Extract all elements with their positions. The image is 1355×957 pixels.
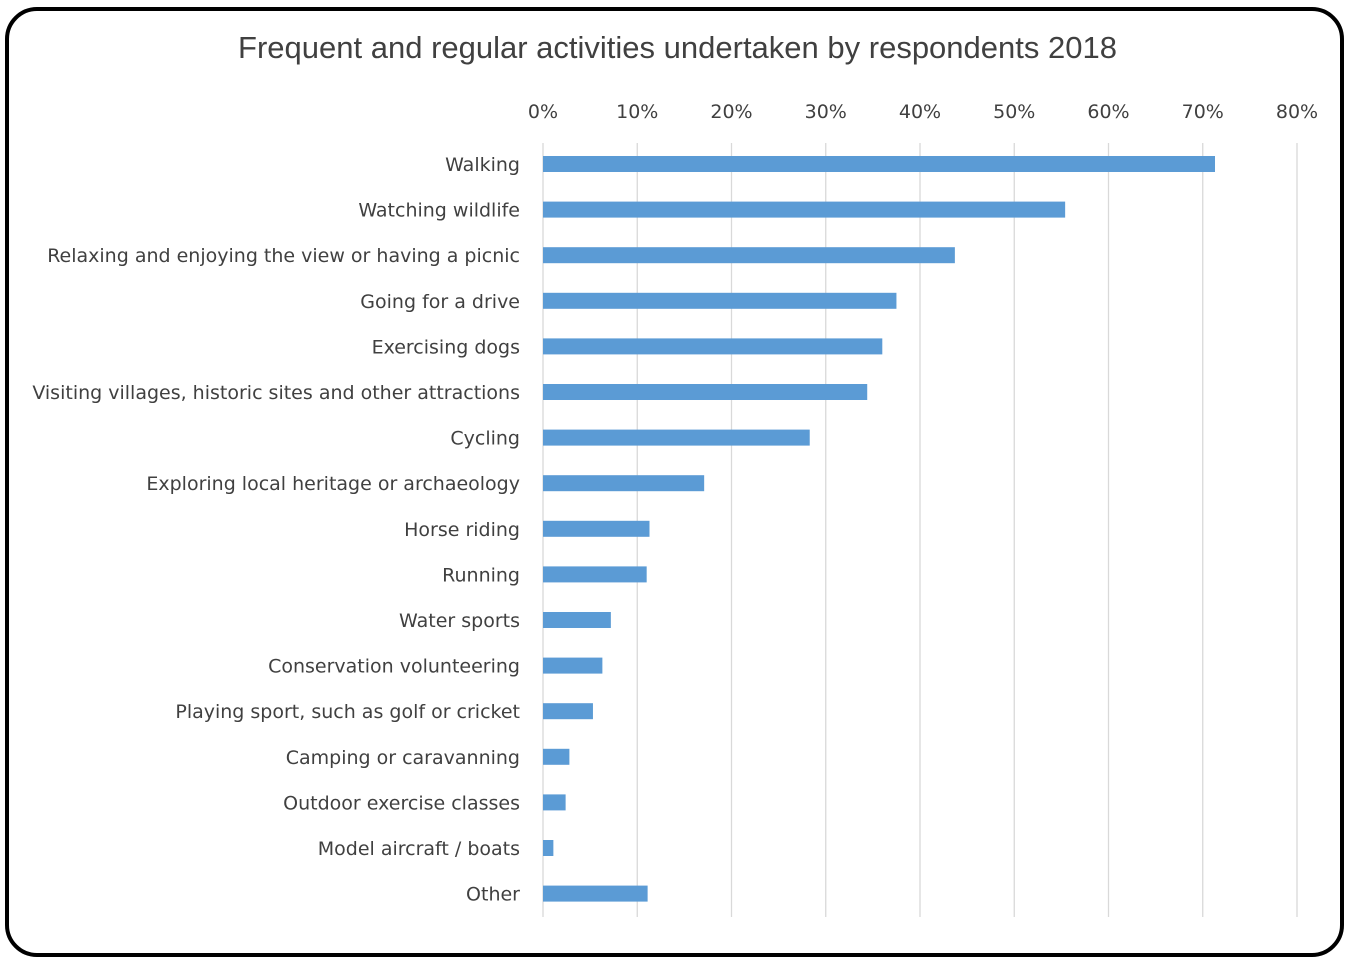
bar	[543, 612, 611, 628]
bar	[543, 292, 897, 309]
category-label: Exploring local heritage or archaeology	[146, 473, 520, 495]
category-label: Water sports	[399, 610, 520, 632]
category-label: Camping or caravanning	[286, 747, 520, 769]
x-tick-label: 70%	[1182, 101, 1224, 123]
bar	[543, 338, 883, 355]
bar	[543, 794, 566, 811]
bar	[543, 247, 955, 264]
bar	[543, 156, 1216, 172]
x-tick-label: 20%	[710, 101, 752, 123]
category-label: Walking	[445, 154, 520, 176]
category-label: Conservation volunteering	[268, 656, 520, 678]
x-tick-label: 60%	[1087, 101, 1129, 123]
category-label: Playing sport, such as golf or cricket	[175, 701, 520, 723]
bar	[543, 885, 648, 902]
category-label: Visiting villages, historic sites and ot…	[32, 382, 520, 404]
bar	[543, 520, 650, 537]
x-tick-label: 30%	[805, 101, 847, 123]
category-label: Exercising dogs	[372, 336, 520, 358]
category-label: Outdoor exercise classes	[283, 792, 520, 814]
bar	[543, 748, 570, 765]
category-label: Going for a drive	[360, 291, 520, 313]
x-tick-label: 50%	[993, 101, 1035, 123]
bar	[543, 384, 868, 400]
bar	[543, 840, 554, 856]
category-label: Horse riding	[404, 519, 520, 541]
category-label: Running	[442, 564, 520, 586]
bar	[543, 657, 603, 674]
x-tick-label: 40%	[899, 101, 941, 123]
x-tick-label: 0%	[528, 101, 558, 123]
category-label: Cycling	[450, 428, 520, 450]
category-label: Model aircraft / boats	[318, 838, 520, 860]
x-tick-label: 10%	[616, 101, 658, 123]
category-label: Watching wildlife	[358, 200, 520, 222]
bar	[543, 475, 705, 492]
x-tick-label: 80%	[1276, 101, 1318, 123]
bar	[543, 429, 810, 446]
bar	[543, 566, 647, 583]
category-label: Other	[466, 884, 520, 906]
bar	[543, 201, 1066, 218]
chart-title: Frequent and regular activities undertak…	[238, 30, 1117, 65]
bar	[543, 703, 593, 720]
category-label: Relaxing and enjoying the view or having…	[47, 245, 520, 267]
